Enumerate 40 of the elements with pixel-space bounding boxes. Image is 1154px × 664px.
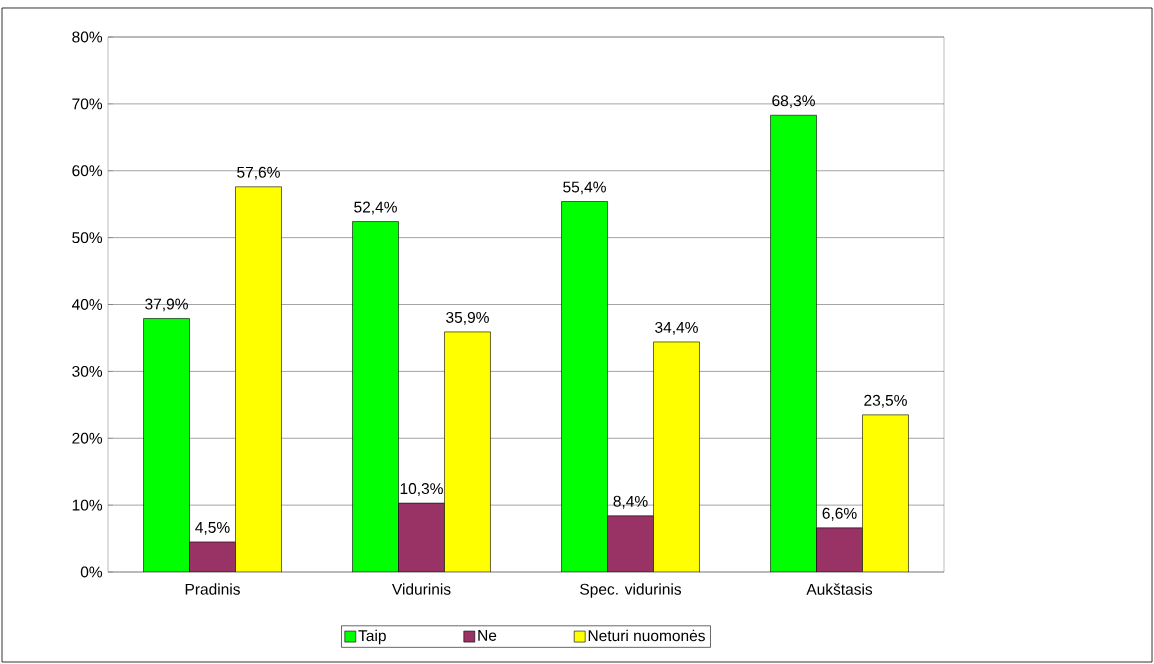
bar xyxy=(653,341,700,572)
data-label: 35,9% xyxy=(446,311,489,325)
data-label: 55,4% xyxy=(563,181,606,195)
x-tick-label: Pradinis xyxy=(185,583,240,595)
y-tick-label: 10% xyxy=(72,499,103,511)
y-tick-label: 0% xyxy=(80,566,103,578)
y-tick-label: 60% xyxy=(72,165,103,177)
bar xyxy=(398,502,445,572)
y-tick-label: 80% xyxy=(72,31,103,43)
bar xyxy=(816,527,863,572)
bar xyxy=(770,114,817,572)
bar xyxy=(561,201,608,572)
legend-label: Taip xyxy=(358,629,386,645)
y-tick-label: 20% xyxy=(72,432,103,444)
data-label: 4,5% xyxy=(195,521,230,535)
x-tick-label: Aukštasis xyxy=(806,583,873,595)
y-tick-label: 70% xyxy=(72,98,103,110)
data-label: 34,4% xyxy=(655,321,698,335)
bar xyxy=(189,541,236,572)
data-label: 23,5% xyxy=(864,394,907,408)
legend-label: Ne xyxy=(478,630,497,641)
bar xyxy=(235,186,282,572)
data-label: 10,3% xyxy=(400,483,443,496)
bar xyxy=(143,318,190,572)
data-label: 68,3% xyxy=(772,95,815,109)
data-label: 52,4% xyxy=(354,201,397,215)
bar xyxy=(444,331,491,572)
data-label: 8,4% xyxy=(613,495,648,509)
data-label: 57,6% xyxy=(237,166,280,180)
y-tick-label: 40% xyxy=(71,299,103,310)
x-tick-label: Spec. vidurinis xyxy=(580,583,682,598)
bar xyxy=(607,515,654,572)
data-label: 37,9% xyxy=(145,298,188,312)
bar xyxy=(862,414,909,572)
legend-label: Neturi nuomonės xyxy=(588,629,705,642)
x-tick-label: Vidurinis xyxy=(391,583,451,595)
bar xyxy=(352,221,399,572)
y-tick-label: 30% xyxy=(72,365,103,377)
data-label: 6,6% xyxy=(822,507,857,521)
y-tick-label: 50% xyxy=(72,232,103,244)
